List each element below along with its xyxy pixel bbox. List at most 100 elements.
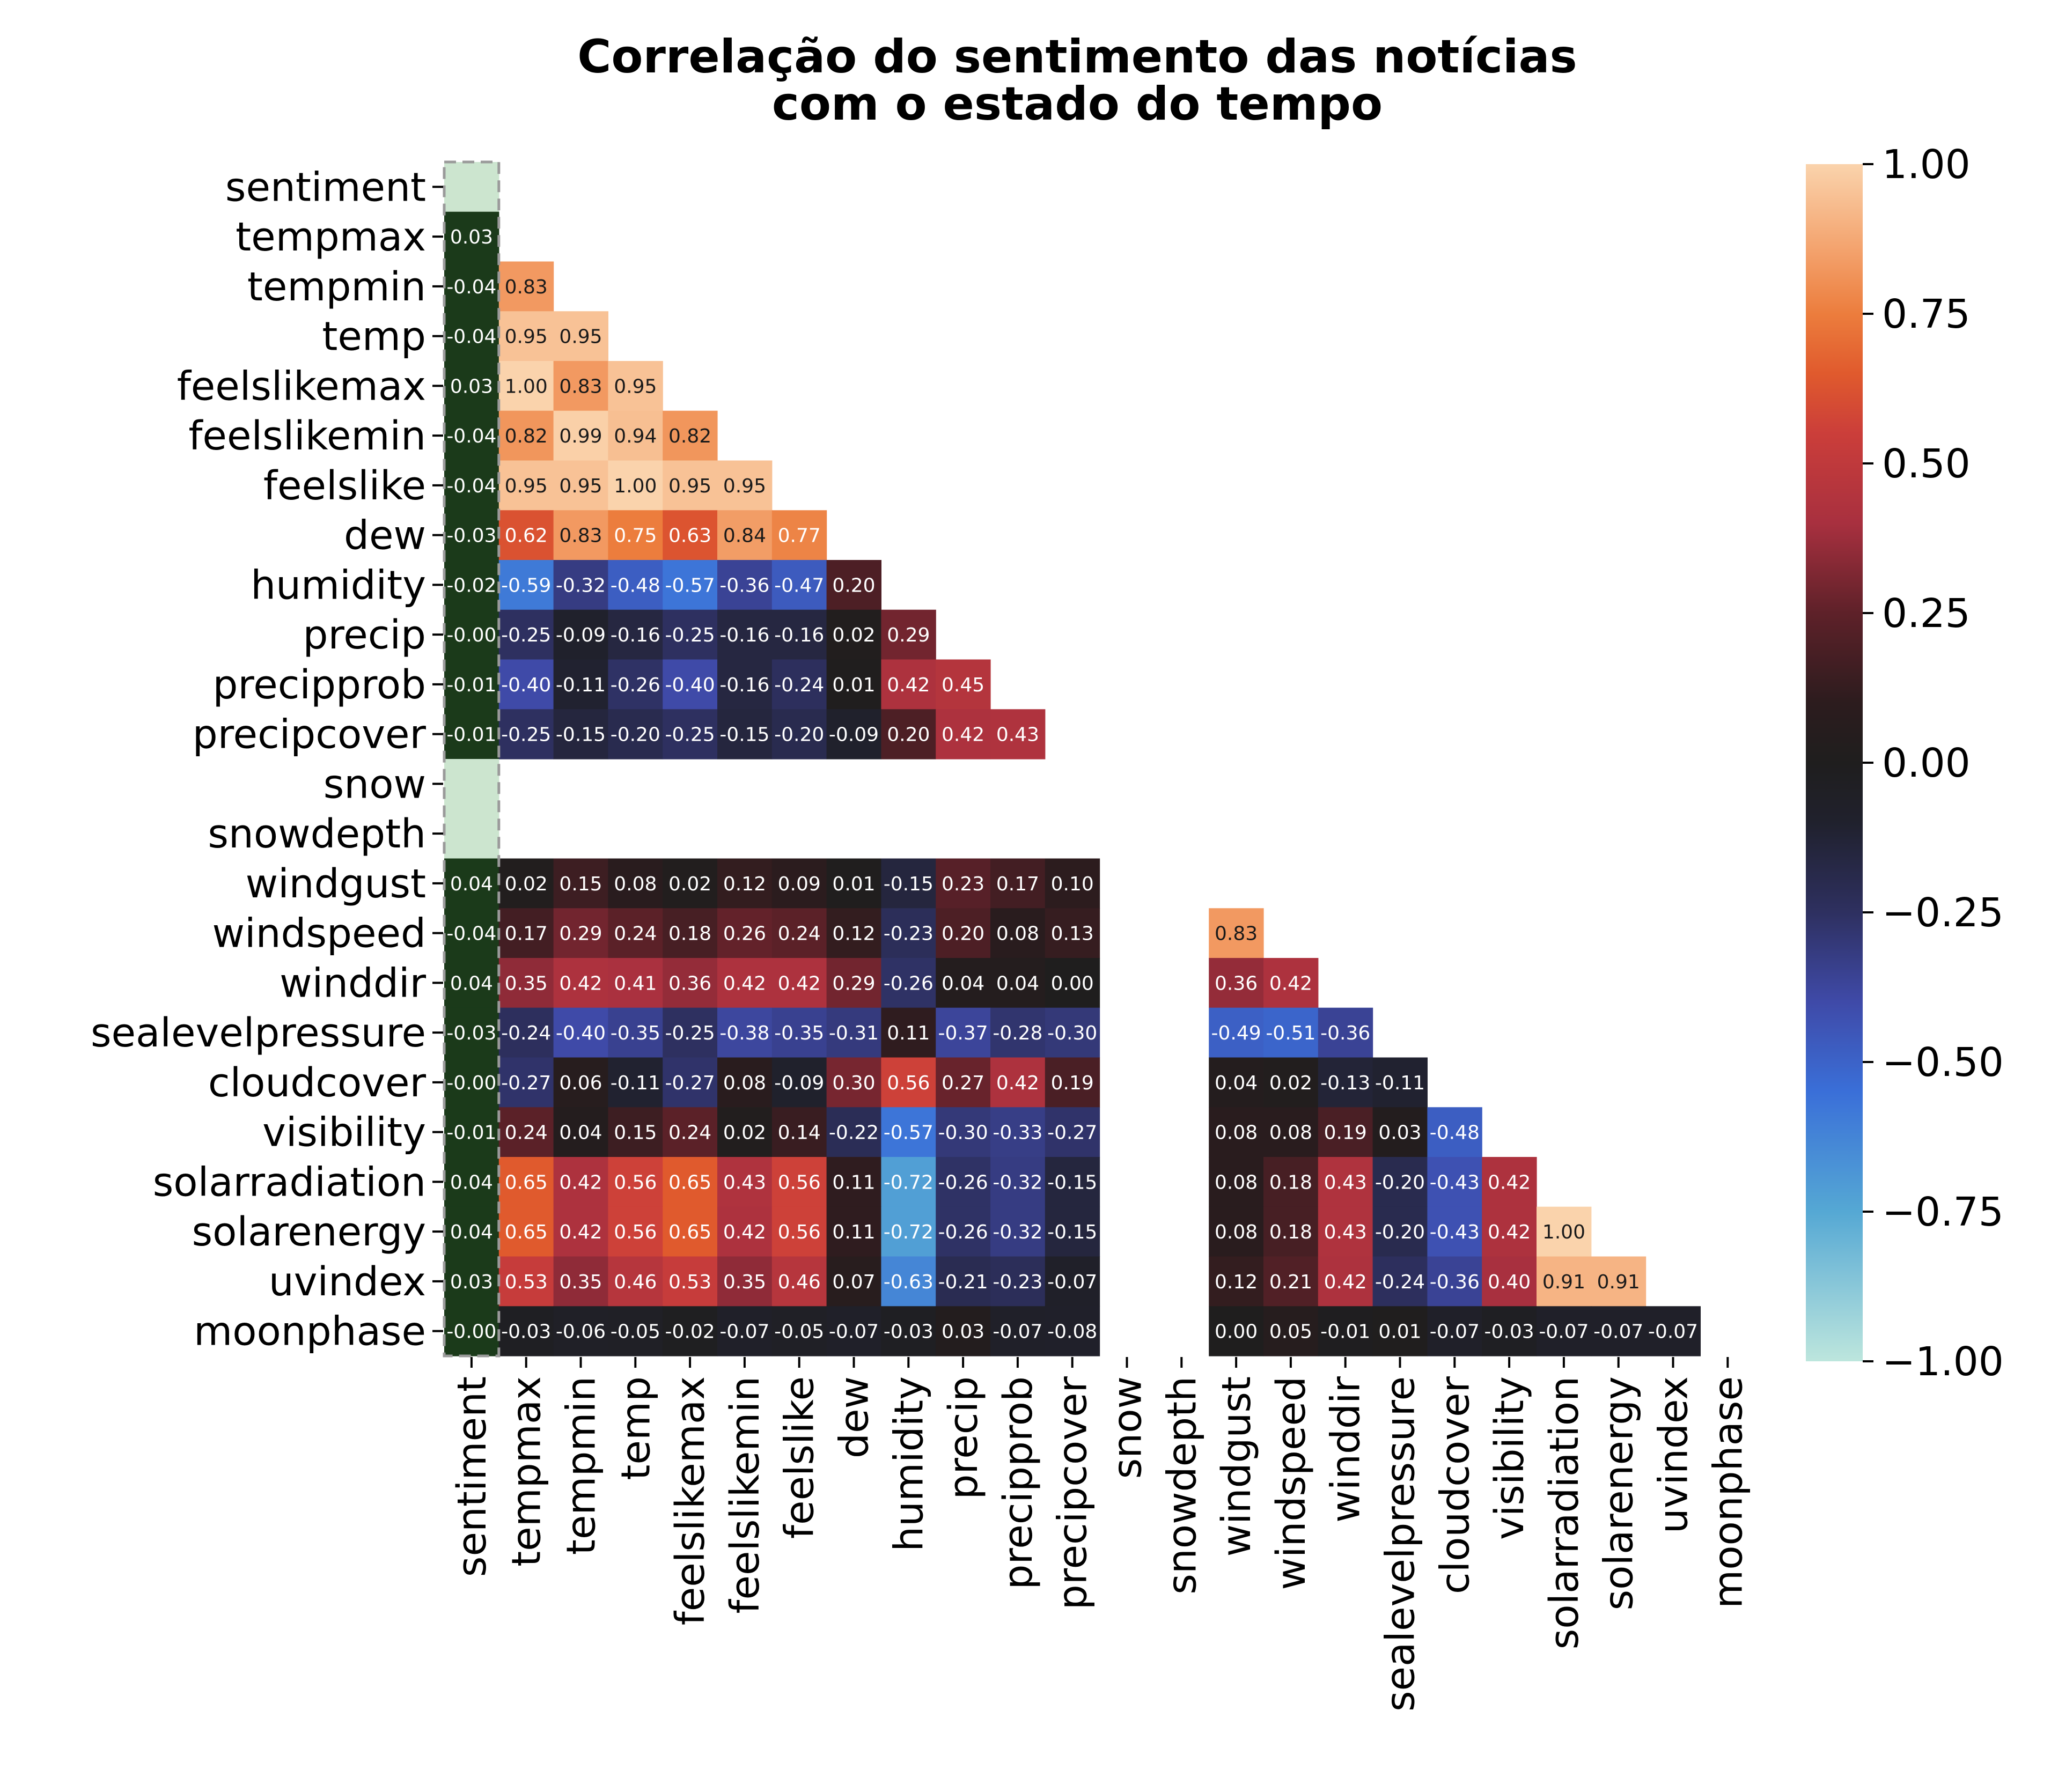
- cell-label-sealevelpressure-dew: -0.31: [829, 1022, 879, 1044]
- cell-label-uvindex-winddir: 0.42: [1324, 1271, 1367, 1293]
- cell-label-cloudcover-feelslikemin: 0.08: [723, 1072, 766, 1094]
- cell-label-uvindex-feelslike: 0.46: [778, 1271, 821, 1293]
- cell-label-sealevelpressure-precipcover: -0.30: [1047, 1022, 1097, 1044]
- heatmap-cell-moonphase-uvindex: [1645, 1306, 1701, 1356]
- cell-label-moonphase-visibility: -0.03: [1484, 1321, 1534, 1343]
- heatmap-cell-visibility-winddir: [1318, 1107, 1373, 1157]
- heatmap-cell-sealevelpressure-precipprob: [990, 1007, 1046, 1058]
- x-tick-label-tempmin: tempmin: [558, 1376, 605, 1555]
- cell-label-visibility-feelslike: 0.14: [778, 1122, 821, 1144]
- heatmap-cell-windgust-dew: [826, 858, 881, 909]
- heatmap-cell-moonphase-precipcover: [1045, 1306, 1100, 1356]
- cell-label-visibility-precip: -0.30: [938, 1122, 988, 1144]
- heatmap-cell-winddir-precipcover: [1045, 958, 1100, 1008]
- cell-label-moonphase-tempmax: -0.03: [501, 1321, 551, 1343]
- cell-label-precipcover-feelslikemax: -0.25: [665, 724, 715, 746]
- heatmap-cell-humidity-sentiment: [444, 560, 499, 610]
- heatmap-cell-visibility-precipcover: [1045, 1107, 1100, 1157]
- cell-label-moonphase-solarradiation: -0.07: [1539, 1321, 1589, 1343]
- x-tick-label-feelslikemax: feelslikemax: [667, 1376, 714, 1625]
- cell-label-moonphase-precipprob: -0.07: [993, 1321, 1042, 1343]
- cell-label-solarradiation-precipprob: -0.32: [993, 1171, 1042, 1193]
- cell-label-solarenergy-tempmax: 0.65: [505, 1221, 548, 1243]
- cell-label-uvindex-feelslikemin: 0.35: [723, 1271, 766, 1293]
- cell-label-winddir-sentiment: 0.04: [450, 972, 493, 994]
- cell-label-dew-sentiment: -0.03: [446, 525, 496, 547]
- heatmap-cell-moonphase-precip: [936, 1306, 991, 1356]
- heatmap-cell-cloudcover-tempmin: [553, 1057, 608, 1108]
- cell-label-uvindex-feelslikemax: 0.53: [668, 1271, 711, 1293]
- y-tick-label-solarradiation: solarradiation: [153, 1159, 426, 1205]
- heatmap-cell-winddir-tempmax: [498, 958, 554, 1008]
- heatmap-cell-sealevelpressure-humidity: [881, 1007, 936, 1058]
- heatmap-cell-solarenergy-solarradiation: [1537, 1206, 1592, 1257]
- x-tick-label-moonphase: moonphase: [1705, 1376, 1751, 1609]
- cell-label-uvindex-precipprob: -0.23: [993, 1271, 1042, 1293]
- cell-label-cloudcover-feelslike: -0.09: [774, 1072, 824, 1094]
- heatmap-cell-windgust-tempmin: [553, 858, 608, 909]
- y-tick-label-tempmax: tempmax: [236, 214, 426, 260]
- heatmap-cell-uvindex-precip: [936, 1256, 991, 1307]
- x-tick-label-precip: precip: [940, 1376, 987, 1500]
- cell-label-winddir-dew: 0.29: [832, 972, 875, 994]
- heatmap-cell-uvindex-sentiment: [444, 1256, 499, 1307]
- cell-label-sealevelpressure-precipprob: -0.28: [993, 1022, 1042, 1044]
- cell-label-windgust-humidity: -0.15: [884, 873, 934, 895]
- heatmap-cell-visibility-feelslikemin: [717, 1107, 773, 1157]
- cell-label-solarenergy-sealevelpressure: -0.20: [1375, 1221, 1425, 1243]
- heatmap-cell-moonphase-solarenergy: [1591, 1306, 1647, 1356]
- heatmap-cell-humidity-feelslike: [771, 560, 827, 610]
- cell-label-windspeed-tempmin: 0.29: [559, 923, 602, 945]
- heatmap-cell-precipprob-temp: [608, 659, 663, 710]
- cell-label-precipprob-feelslikemin: -0.16: [719, 674, 769, 696]
- cell-label-visibility-sentiment: -0.01: [446, 1122, 496, 1144]
- cell-label-solarradiation-feelslikemin: 0.43: [723, 1171, 766, 1193]
- chart-title: Correlação do sentimento das notícias com…: [577, 30, 1577, 131]
- heatmap-cell-temp-sentiment: [444, 311, 499, 362]
- heatmap-cell-cloudcover-windgust: [1209, 1057, 1264, 1108]
- cell-label-cloudcover-sealevelpressure: -0.11: [1375, 1072, 1425, 1094]
- heatmap-cell-winddir-feelslike: [771, 958, 827, 1008]
- cell-label-solarenergy-windspeed: 0.18: [1269, 1221, 1312, 1243]
- heatmap-cell-windgust-sentiment: [444, 858, 499, 909]
- y-tick-label-snowdepth: snowdepth: [208, 811, 426, 857]
- heatmap-cell-precipcover-sentiment: [444, 709, 499, 759]
- cell-label-visibility-dew: -0.22: [829, 1122, 879, 1144]
- cell-label-windgust-tempmin: 0.15: [559, 873, 602, 895]
- heatmap-cell-solarenergy-precipprob: [990, 1206, 1046, 1257]
- heatmap-cell-precip-feelslike: [771, 609, 827, 660]
- cell-label-visibility-humidity: -0.57: [884, 1122, 934, 1144]
- heatmap-cell-windspeed-precipcover: [1045, 908, 1100, 958]
- heatmap-cell-solarradiation-sealevelpressure: [1372, 1157, 1428, 1207]
- cell-label-uvindex-windgust: 0.12: [1215, 1271, 1258, 1293]
- heatmap-cell-solarradiation-visibility: [1482, 1157, 1537, 1207]
- cell-label-feelslike-feelslikemax: 0.95: [668, 475, 711, 497]
- x-tick-label-tempmax: tempmax: [504, 1376, 550, 1567]
- heatmap-cell-feelslikemin-feelslikemax: [663, 410, 718, 461]
- heatmap-cell-precip-feelslikemax: [663, 609, 718, 660]
- heatmap-cell-humidity-tempmax: [498, 560, 554, 610]
- cell-label-uvindex-humidity: -0.63: [884, 1271, 934, 1293]
- heatmap-cell-solarenergy-humidity: [881, 1206, 936, 1257]
- cell-label-feelslike-tempmin: 0.95: [559, 475, 602, 497]
- heatmap-cell-feelslike-feelslikemin: [717, 460, 773, 511]
- cell-label-humidity-tempmax: -0.59: [501, 574, 551, 596]
- cell-label-moonphase-cloudcover: -0.07: [1430, 1321, 1480, 1343]
- heatmap-cell-dew-tempmin: [553, 510, 608, 561]
- heatmap-cell-precip-feelslikemin: [717, 609, 773, 660]
- cell-label-windgust-dew: 0.01: [832, 873, 875, 895]
- cell-label-solarradiation-dew: 0.11: [832, 1171, 875, 1193]
- heatmap-cell-visibility-windspeed: [1263, 1107, 1319, 1157]
- cell-label-cloudcover-feelslikemax: -0.27: [665, 1072, 715, 1094]
- cell-label-feelslike-tempmax: 0.95: [505, 475, 548, 497]
- cell-label-winddir-precipprob: 0.04: [996, 972, 1039, 994]
- heatmap-cell-solarradiation-temp: [608, 1157, 663, 1207]
- heatmap-cell-visibility-precip: [936, 1107, 991, 1157]
- cell-label-humidity-tempmin: -0.32: [556, 574, 606, 596]
- heatmap-cell-solarenergy-sentiment: [444, 1206, 499, 1257]
- y-tick-label-feelslike: feelslike: [263, 463, 426, 509]
- heatmap-cell-feelslike-tempmax: [498, 460, 554, 511]
- heatmap-cell-solarenergy-precipcover: [1045, 1206, 1100, 1257]
- y-axis: sentimenttempmaxtempmintempfeelslikemaxf…: [91, 164, 443, 1355]
- cell-label-precipprob-temp: -0.26: [611, 674, 660, 696]
